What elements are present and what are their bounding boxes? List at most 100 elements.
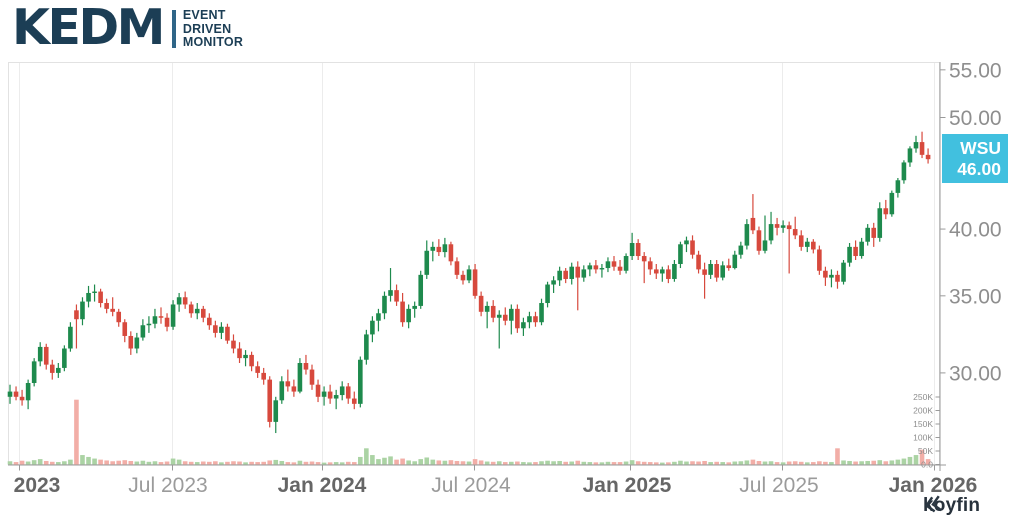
- volume-bar: [56, 462, 61, 465]
- candle-body: [43, 346, 49, 365]
- volume-bar: [623, 461, 629, 465]
- volume-bar: [490, 461, 496, 465]
- badge-price: 46.00: [957, 158, 1001, 179]
- brand-logo: KEDM: [12, 0, 165, 56]
- volume-bar: [647, 462, 653, 465]
- candle-body: [666, 269, 671, 279]
- candle-body: [243, 354, 248, 359]
- candle-body: [599, 268, 605, 270]
- volume-bar: [376, 459, 381, 465]
- price-tick-label: 50.00: [949, 107, 1002, 130]
- volume-bar: [599, 462, 605, 465]
- volume-bar: [273, 459, 279, 465]
- candle-body: [194, 308, 200, 314]
- volume-bar: [919, 449, 925, 465]
- volume-bar: [237, 461, 242, 465]
- volume-bar: [666, 462, 671, 465]
- volume-bar: [889, 460, 895, 465]
- candle-body: [533, 316, 538, 323]
- volume-bar: [496, 461, 502, 465]
- koyfin-watermark: koyfin: [923, 495, 980, 517]
- candle-body: [424, 250, 430, 275]
- candle-body: [231, 340, 236, 349]
- volume-bar: [804, 462, 810, 465]
- volume-bar: [762, 461, 768, 465]
- volume-bar: [539, 461, 544, 465]
- candle-body: [188, 304, 194, 314]
- volume-bar: [146, 461, 152, 465]
- volume-bar: [515, 461, 520, 465]
- candle-body: [798, 235, 804, 247]
- volume-bar: [720, 462, 726, 465]
- candle-body: [774, 224, 780, 228]
- volume-bar: [170, 458, 176, 465]
- candle-body: [364, 334, 369, 360]
- volume-bar: [62, 461, 67, 465]
- volume-bar: [291, 462, 297, 465]
- candle-body: [617, 266, 623, 271]
- candle-body: [376, 313, 381, 321]
- volume-bar: [321, 462, 327, 465]
- candle-body: [370, 320, 375, 335]
- volume-bar: [116, 460, 122, 465]
- candle-body: [496, 314, 502, 318]
- volume-bar: [521, 462, 526, 465]
- candle-body: [116, 311, 122, 323]
- candle-body: [708, 264, 713, 275]
- candle-body: [128, 335, 134, 349]
- badge-ticker: WSU: [960, 137, 1001, 158]
- candle-body: [750, 217, 756, 231]
- candle-body: [164, 317, 170, 327]
- volume-bar: [358, 456, 363, 465]
- volume-bar: [629, 460, 635, 465]
- volume-bar: [913, 455, 919, 465]
- candle-body: [315, 384, 321, 397]
- volume-bar: [768, 461, 774, 465]
- candle-body: [853, 246, 858, 257]
- volume-bar: [80, 455, 85, 465]
- candle-body: [647, 261, 653, 270]
- volume-bar: [653, 462, 659, 465]
- candle-body: [19, 396, 25, 401]
- candle-body: [702, 269, 707, 275]
- candle-body: [237, 348, 242, 359]
- candle-body: [744, 224, 750, 246]
- volume-bar: [19, 460, 25, 465]
- volume-bar: [243, 462, 248, 465]
- candle-body: [780, 225, 786, 228]
- volume-bar: [744, 460, 750, 465]
- price-tick-label: 35.00: [949, 285, 1002, 308]
- candle-body: [327, 391, 333, 399]
- volume-bar: [557, 460, 562, 465]
- candle-body: [539, 303, 544, 323]
- brand-tagline-line: MONITOR: [182, 35, 244, 49]
- volume-bar: [418, 459, 424, 465]
- candle-body: [907, 148, 913, 163]
- candle-body: [86, 292, 91, 302]
- volume-bar: [213, 461, 218, 465]
- candle-body: [690, 240, 695, 255]
- volume-bar: [569, 461, 575, 465]
- price-tick-label: 40.00: [949, 219, 1002, 242]
- candle-body: [829, 274, 834, 278]
- volume-bar: [406, 460, 411, 465]
- candle-body: [611, 261, 617, 267]
- candle-body: [490, 305, 496, 318]
- candle-body: [835, 274, 840, 282]
- candle-body: [877, 208, 883, 238]
- candle-body: [279, 381, 285, 401]
- volume-bar: [732, 461, 738, 465]
- candle-body: [442, 244, 448, 253]
- candle-body: [37, 346, 43, 362]
- volume-tick-label: 100K: [913, 433, 933, 443]
- candle-body: [714, 264, 719, 278]
- volume-bar: [31, 460, 37, 465]
- candle-body: [901, 162, 907, 181]
- candle-body: [418, 274, 424, 306]
- candle-body: [563, 270, 568, 279]
- candle-body: [303, 363, 309, 370]
- candle-body: [297, 363, 303, 392]
- volume-bar: [25, 461, 31, 465]
